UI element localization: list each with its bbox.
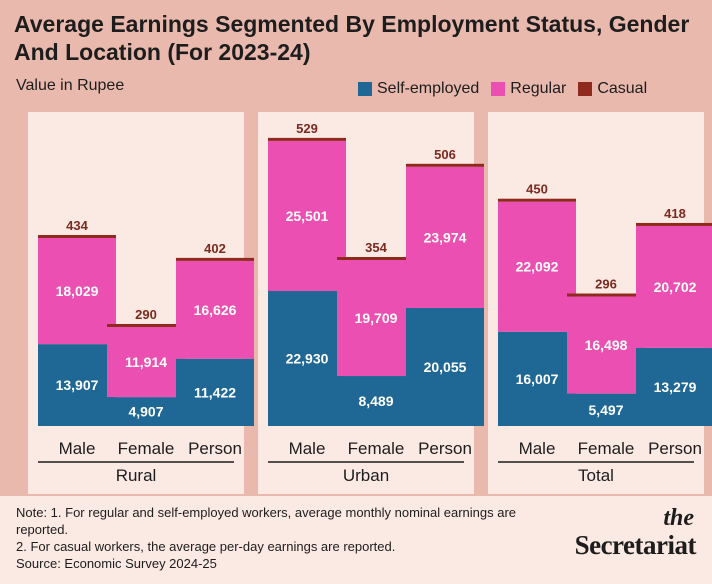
bar-casual-urban-female bbox=[337, 257, 415, 261]
label-self-employed-total-female: 5,497 bbox=[588, 402, 623, 418]
bar-self-employed-urban-female bbox=[337, 376, 415, 426]
bar-self-employed-urban-male bbox=[268, 291, 346, 426]
source-note: Source: Economic Survey 2024-25 bbox=[16, 556, 217, 571]
label-self-employed-total-male: 16,007 bbox=[516, 371, 559, 387]
bar-casual-total-female bbox=[567, 293, 645, 297]
legend-swatch-regular bbox=[491, 82, 506, 96]
bar-regular-total-male bbox=[498, 201, 576, 332]
label-casual-total-male: 450 bbox=[526, 182, 548, 197]
label-casual-rural-person: 402 bbox=[204, 241, 226, 256]
category-label-total-person: Person bbox=[648, 439, 702, 458]
label-self-employed-total-person: 13,279 bbox=[654, 379, 697, 395]
brand-logo: the Secretariat bbox=[574, 505, 697, 560]
legend-item-casual: Casual bbox=[578, 80, 647, 98]
category-label-urban-female: Female bbox=[348, 439, 405, 458]
category-label-urban-person: Person bbox=[418, 439, 472, 458]
label-regular-total-person: 20,702 bbox=[654, 279, 697, 295]
bar-self-employed-urban-person bbox=[406, 307, 484, 426]
legend-item-regular: Regular bbox=[491, 80, 566, 98]
stacked-bar-chart: 13,907 18,029 434 Male 4,907 11,914 290 Female 1… bbox=[28, 112, 712, 494]
bar-casual-rural-female bbox=[107, 323, 185, 327]
label-casual-total-person: 418 bbox=[664, 206, 686, 221]
bar-self-employed-total-person bbox=[636, 347, 712, 426]
bar-regular-rural-female bbox=[107, 326, 185, 398]
label-self-employed-rural-person: 11,422 bbox=[194, 384, 236, 400]
bar-regular-urban-female bbox=[337, 260, 415, 377]
bar-casual-urban-male bbox=[268, 137, 346, 141]
label-casual-urban-male: 529 bbox=[296, 121, 318, 136]
logo-word-the: the bbox=[663, 505, 694, 531]
unit-label: Value in Rupee bbox=[16, 77, 125, 94]
category-label-rural-male: Male bbox=[59, 439, 96, 458]
label-casual-total-female: 296 bbox=[595, 277, 617, 292]
group-label-total: Total bbox=[578, 466, 614, 485]
note-1: Note: 1. For regular and self-employed w… bbox=[16, 505, 517, 537]
legend-item-self-employed: Self-employed bbox=[358, 80, 479, 98]
logo-word-secretariat: Secretariat bbox=[574, 530, 697, 560]
label-regular-rural-person: 16,626 bbox=[194, 302, 237, 318]
label-regular-rural-female: 11,914 bbox=[125, 354, 167, 370]
note-2: 2. For casual workers, the average per-d… bbox=[16, 539, 396, 554]
bar-self-employed-rural-person bbox=[176, 358, 254, 426]
label-casual-rural-female: 290 bbox=[135, 307, 157, 322]
legend-label-self-employed: Self-employed bbox=[377, 80, 480, 97]
category-label-total-male: Male bbox=[519, 439, 556, 458]
label-casual-urban-person: 506 bbox=[434, 147, 456, 162]
legend-swatch-self-employed bbox=[358, 82, 372, 96]
label-self-employed-rural-female: 4,907 bbox=[128, 404, 163, 420]
label-regular-urban-female: 19,709 bbox=[355, 310, 398, 326]
bar-self-employed-total-female bbox=[567, 393, 645, 426]
label-regular-total-male: 22,092 bbox=[516, 259, 559, 275]
label-regular-urban-person: 23,974 bbox=[424, 229, 467, 245]
bar-regular-rural-person bbox=[176, 260, 254, 359]
legend: Self-employed Regular Casual bbox=[358, 80, 647, 98]
label-regular-total-female: 16,498 bbox=[585, 337, 628, 353]
footnotes: Note: 1. For regular and self-employed w… bbox=[16, 504, 536, 572]
label-self-employed-urban-female: 8,489 bbox=[358, 393, 393, 409]
group-label-urban: Urban bbox=[343, 466, 389, 485]
legend-label-casual: Casual bbox=[597, 80, 648, 97]
footer: Note: 1. For regular and self-employed w… bbox=[0, 496, 712, 584]
bar-regular-total-person bbox=[636, 225, 712, 348]
category-label-rural-person: Person bbox=[188, 439, 242, 458]
label-casual-urban-female: 354 bbox=[365, 240, 387, 255]
label-self-employed-rural-male: 13,907 bbox=[56, 377, 99, 393]
label-self-employed-urban-male: 22,930 bbox=[286, 351, 329, 367]
bar-self-employed-rural-male bbox=[38, 344, 116, 426]
category-label-total-female: Female bbox=[578, 439, 635, 458]
bar-casual-rural-person bbox=[176, 257, 254, 261]
bar-self-employed-total-male bbox=[498, 331, 576, 426]
legend-label-regular: Regular bbox=[510, 80, 567, 97]
bar-self-employed-rural-female bbox=[107, 397, 185, 426]
chart-title: Average Earnings Segmented By Employment… bbox=[14, 11, 690, 65]
category-label-rural-female: Female bbox=[118, 439, 175, 458]
bar-regular-urban-person bbox=[406, 166, 484, 308]
category-label-urban-male: Male bbox=[289, 439, 326, 458]
bar-casual-total-male bbox=[498, 198, 576, 202]
bar-regular-rural-male bbox=[38, 237, 116, 345]
bar-regular-urban-male bbox=[268, 140, 346, 292]
label-regular-rural-male: 18,029 bbox=[56, 283, 99, 299]
group-label-rural: Rural bbox=[116, 466, 157, 485]
label-regular-urban-male: 25,501 bbox=[286, 208, 329, 224]
bar-casual-total-person bbox=[636, 222, 712, 226]
label-self-employed-urban-person: 20,055 bbox=[424, 359, 467, 375]
bar-regular-total-female bbox=[567, 296, 645, 394]
legend-swatch-casual bbox=[578, 82, 593, 96]
label-casual-rural-male: 434 bbox=[66, 218, 88, 233]
bar-casual-urban-person bbox=[406, 163, 484, 167]
bar-casual-rural-male bbox=[38, 234, 116, 238]
